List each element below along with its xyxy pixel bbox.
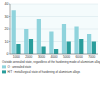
category-label: 1000 — [13, 55, 20, 59]
category-label: 7000 — [88, 55, 95, 59]
legend-label: O : annealed state — [8, 65, 32, 69]
bar — [54, 49, 58, 54]
category-label: 4000 — [50, 55, 57, 59]
tick-label: 40 — [5, 2, 9, 6]
bar — [37, 19, 41, 54]
tick-label: 30 — [5, 15, 9, 19]
bar — [49, 32, 53, 55]
category-label: 2000 — [25, 55, 32, 59]
legend-swatch — [2, 70, 6, 73]
category-label: 6000 — [76, 55, 83, 59]
bar — [29, 39, 33, 54]
bar — [16, 44, 20, 54]
bar — [12, 10, 16, 54]
bar — [74, 27, 78, 55]
annotation: Outside annealed state, regardless of th… — [2, 60, 100, 64]
tick-label: 0 — [7, 52, 9, 56]
tick-label: 20 — [5, 27, 9, 31]
bar — [87, 34, 91, 54]
grid-line — [10, 4, 98, 5]
bar — [24, 29, 28, 54]
tick-label: 10 — [5, 40, 9, 44]
bar — [62, 24, 66, 54]
y-axis — [10, 4, 11, 54]
plot-area — [10, 4, 98, 54]
x-axis — [10, 54, 98, 55]
grid-line — [10, 16, 98, 17]
bar — [92, 42, 96, 55]
bar — [67, 42, 71, 55]
bar — [79, 39, 83, 54]
grid-line — [10, 41, 98, 42]
bar — [41, 47, 45, 55]
bars — [12, 10, 96, 54]
grid-line — [10, 29, 98, 30]
legend-swatch — [2, 65, 6, 68]
legend-label: H/T : metallurgical state of hardening o… — [8, 70, 81, 74]
category-label: 3000 — [38, 55, 45, 59]
category-label: 5000 — [63, 55, 70, 59]
chart: 0 10 20 30 40 1000 2000 3000 4000 5000 6000 7000Out… — [0, 0, 100, 85]
chart-root: 0 10 20 30 40 1000 2000 3000 4000 5000 6000 7000Out… — [0, 0, 100, 85]
